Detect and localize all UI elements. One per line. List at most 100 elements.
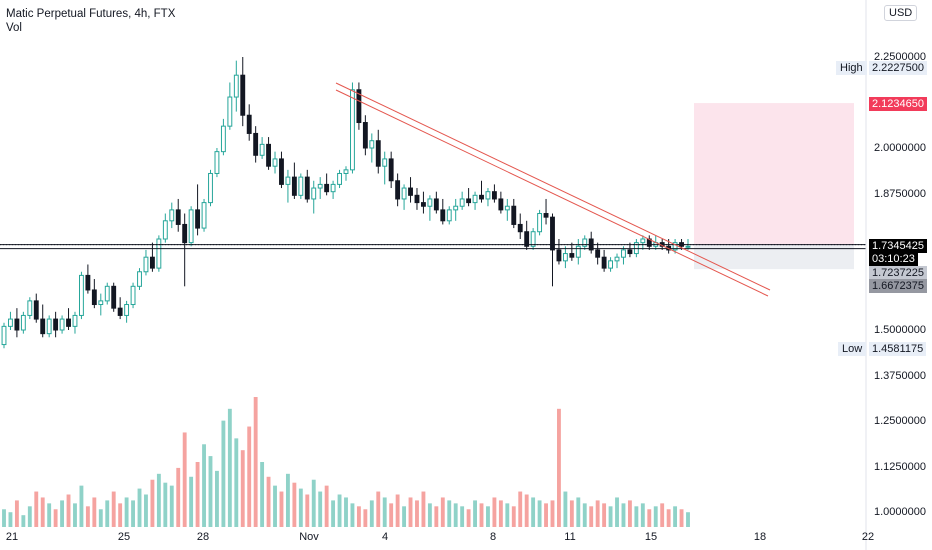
volume-bar bbox=[544, 503, 548, 527]
time-tick-label: 11 bbox=[564, 531, 576, 543]
volume-bar bbox=[118, 503, 123, 527]
volume-bar bbox=[557, 408, 561, 527]
stop-price-tag-1: 1.7237225 bbox=[869, 266, 927, 280]
volume-bar bbox=[479, 503, 484, 527]
volume-bar bbox=[92, 497, 97, 527]
volume-bar bbox=[569, 500, 574, 527]
volume-bar bbox=[408, 497, 413, 527]
volume-bar bbox=[640, 503, 645, 527]
volume-layer bbox=[2, 397, 690, 527]
candle bbox=[285, 169, 291, 203]
candle bbox=[233, 60, 239, 112]
volume-bar bbox=[195, 462, 200, 527]
volume-bar bbox=[466, 509, 471, 527]
volume-bar bbox=[221, 420, 226, 527]
volume-bar bbox=[150, 479, 155, 527]
volume-bar bbox=[369, 500, 374, 527]
candle bbox=[614, 253, 620, 269]
candle bbox=[143, 249, 149, 276]
candle bbox=[350, 82, 355, 174]
volume-bar bbox=[85, 506, 90, 527]
volume-bar bbox=[673, 506, 678, 527]
trendline[interactable] bbox=[335, 89, 769, 297]
volume-bar bbox=[679, 509, 684, 527]
volume-bar bbox=[169, 485, 174, 527]
candle bbox=[291, 162, 297, 199]
volume-bar bbox=[337, 494, 342, 527]
volume-bar bbox=[518, 491, 523, 527]
candle bbox=[433, 191, 439, 214]
candle bbox=[479, 180, 484, 203]
trendline[interactable] bbox=[335, 82, 771, 291]
price-tick-label: 1.3750000 bbox=[874, 369, 926, 382]
volume-bar bbox=[511, 506, 516, 527]
volume-bar bbox=[47, 503, 52, 527]
price-tick-label: 1.2500000 bbox=[874, 415, 926, 427]
target-zone[interactable] bbox=[694, 103, 854, 245]
volume-bar bbox=[21, 515, 26, 527]
volume-bar bbox=[311, 479, 316, 527]
candle bbox=[72, 311, 78, 334]
volume-bar bbox=[215, 470, 219, 527]
candle bbox=[401, 184, 407, 210]
candle bbox=[311, 180, 317, 214]
volume-bar bbox=[647, 509, 652, 527]
candle bbox=[162, 213, 168, 243]
candle bbox=[420, 191, 426, 214]
candle bbox=[640, 235, 646, 250]
candle bbox=[66, 308, 71, 330]
volume-bar bbox=[14, 500, 19, 527]
candle bbox=[279, 151, 284, 189]
candle bbox=[621, 246, 626, 265]
candle bbox=[246, 104, 252, 141]
volume-bar bbox=[427, 503, 432, 527]
volume-bar bbox=[266, 476, 271, 527]
volume-bar bbox=[666, 509, 671, 527]
candle bbox=[511, 198, 517, 229]
volume-bar bbox=[492, 497, 497, 527]
volume-bar bbox=[608, 506, 613, 527]
candle bbox=[388, 151, 394, 189]
volume-bar bbox=[298, 488, 303, 527]
volume-bar bbox=[576, 497, 581, 527]
candle bbox=[33, 293, 39, 323]
volume-bar bbox=[34, 491, 39, 527]
candle bbox=[446, 206, 452, 225]
volume-bar bbox=[382, 497, 387, 527]
candle bbox=[214, 148, 220, 178]
volume-bar bbox=[163, 482, 168, 527]
volume-bar bbox=[2, 509, 6, 527]
candle bbox=[395, 173, 401, 207]
candle bbox=[137, 268, 142, 290]
candle bbox=[337, 169, 342, 189]
time-tick-label: 4 bbox=[381, 531, 389, 543]
candle bbox=[8, 311, 13, 330]
volume-bar bbox=[66, 494, 71, 527]
volume-bar bbox=[537, 500, 542, 527]
volume-bar bbox=[460, 506, 465, 527]
volume-bar bbox=[318, 491, 323, 527]
candle bbox=[27, 297, 33, 320]
candle bbox=[259, 137, 265, 159]
volume-bar bbox=[363, 509, 368, 527]
candle bbox=[569, 242, 575, 261]
volume-bar bbox=[53, 509, 58, 527]
candle bbox=[149, 242, 155, 272]
volume-bar bbox=[356, 506, 361, 527]
candle bbox=[253, 126, 259, 163]
trendline-layer[interactable] bbox=[0, 82, 866, 297]
volume-bar bbox=[260, 462, 265, 527]
volume-bar bbox=[415, 500, 419, 527]
volume-bar bbox=[234, 438, 239, 527]
volume-bar bbox=[202, 444, 206, 527]
time-tick-label: Nov bbox=[299, 531, 319, 543]
volume-bar bbox=[653, 506, 658, 527]
candle bbox=[537, 209, 543, 236]
volume-bar bbox=[331, 500, 336, 527]
price-tick-label: 1.8750000 bbox=[874, 187, 926, 200]
candle bbox=[130, 282, 136, 309]
candle bbox=[453, 198, 459, 221]
currency-label[interactable]: USD bbox=[884, 5, 918, 21]
volume-bar bbox=[350, 503, 355, 527]
